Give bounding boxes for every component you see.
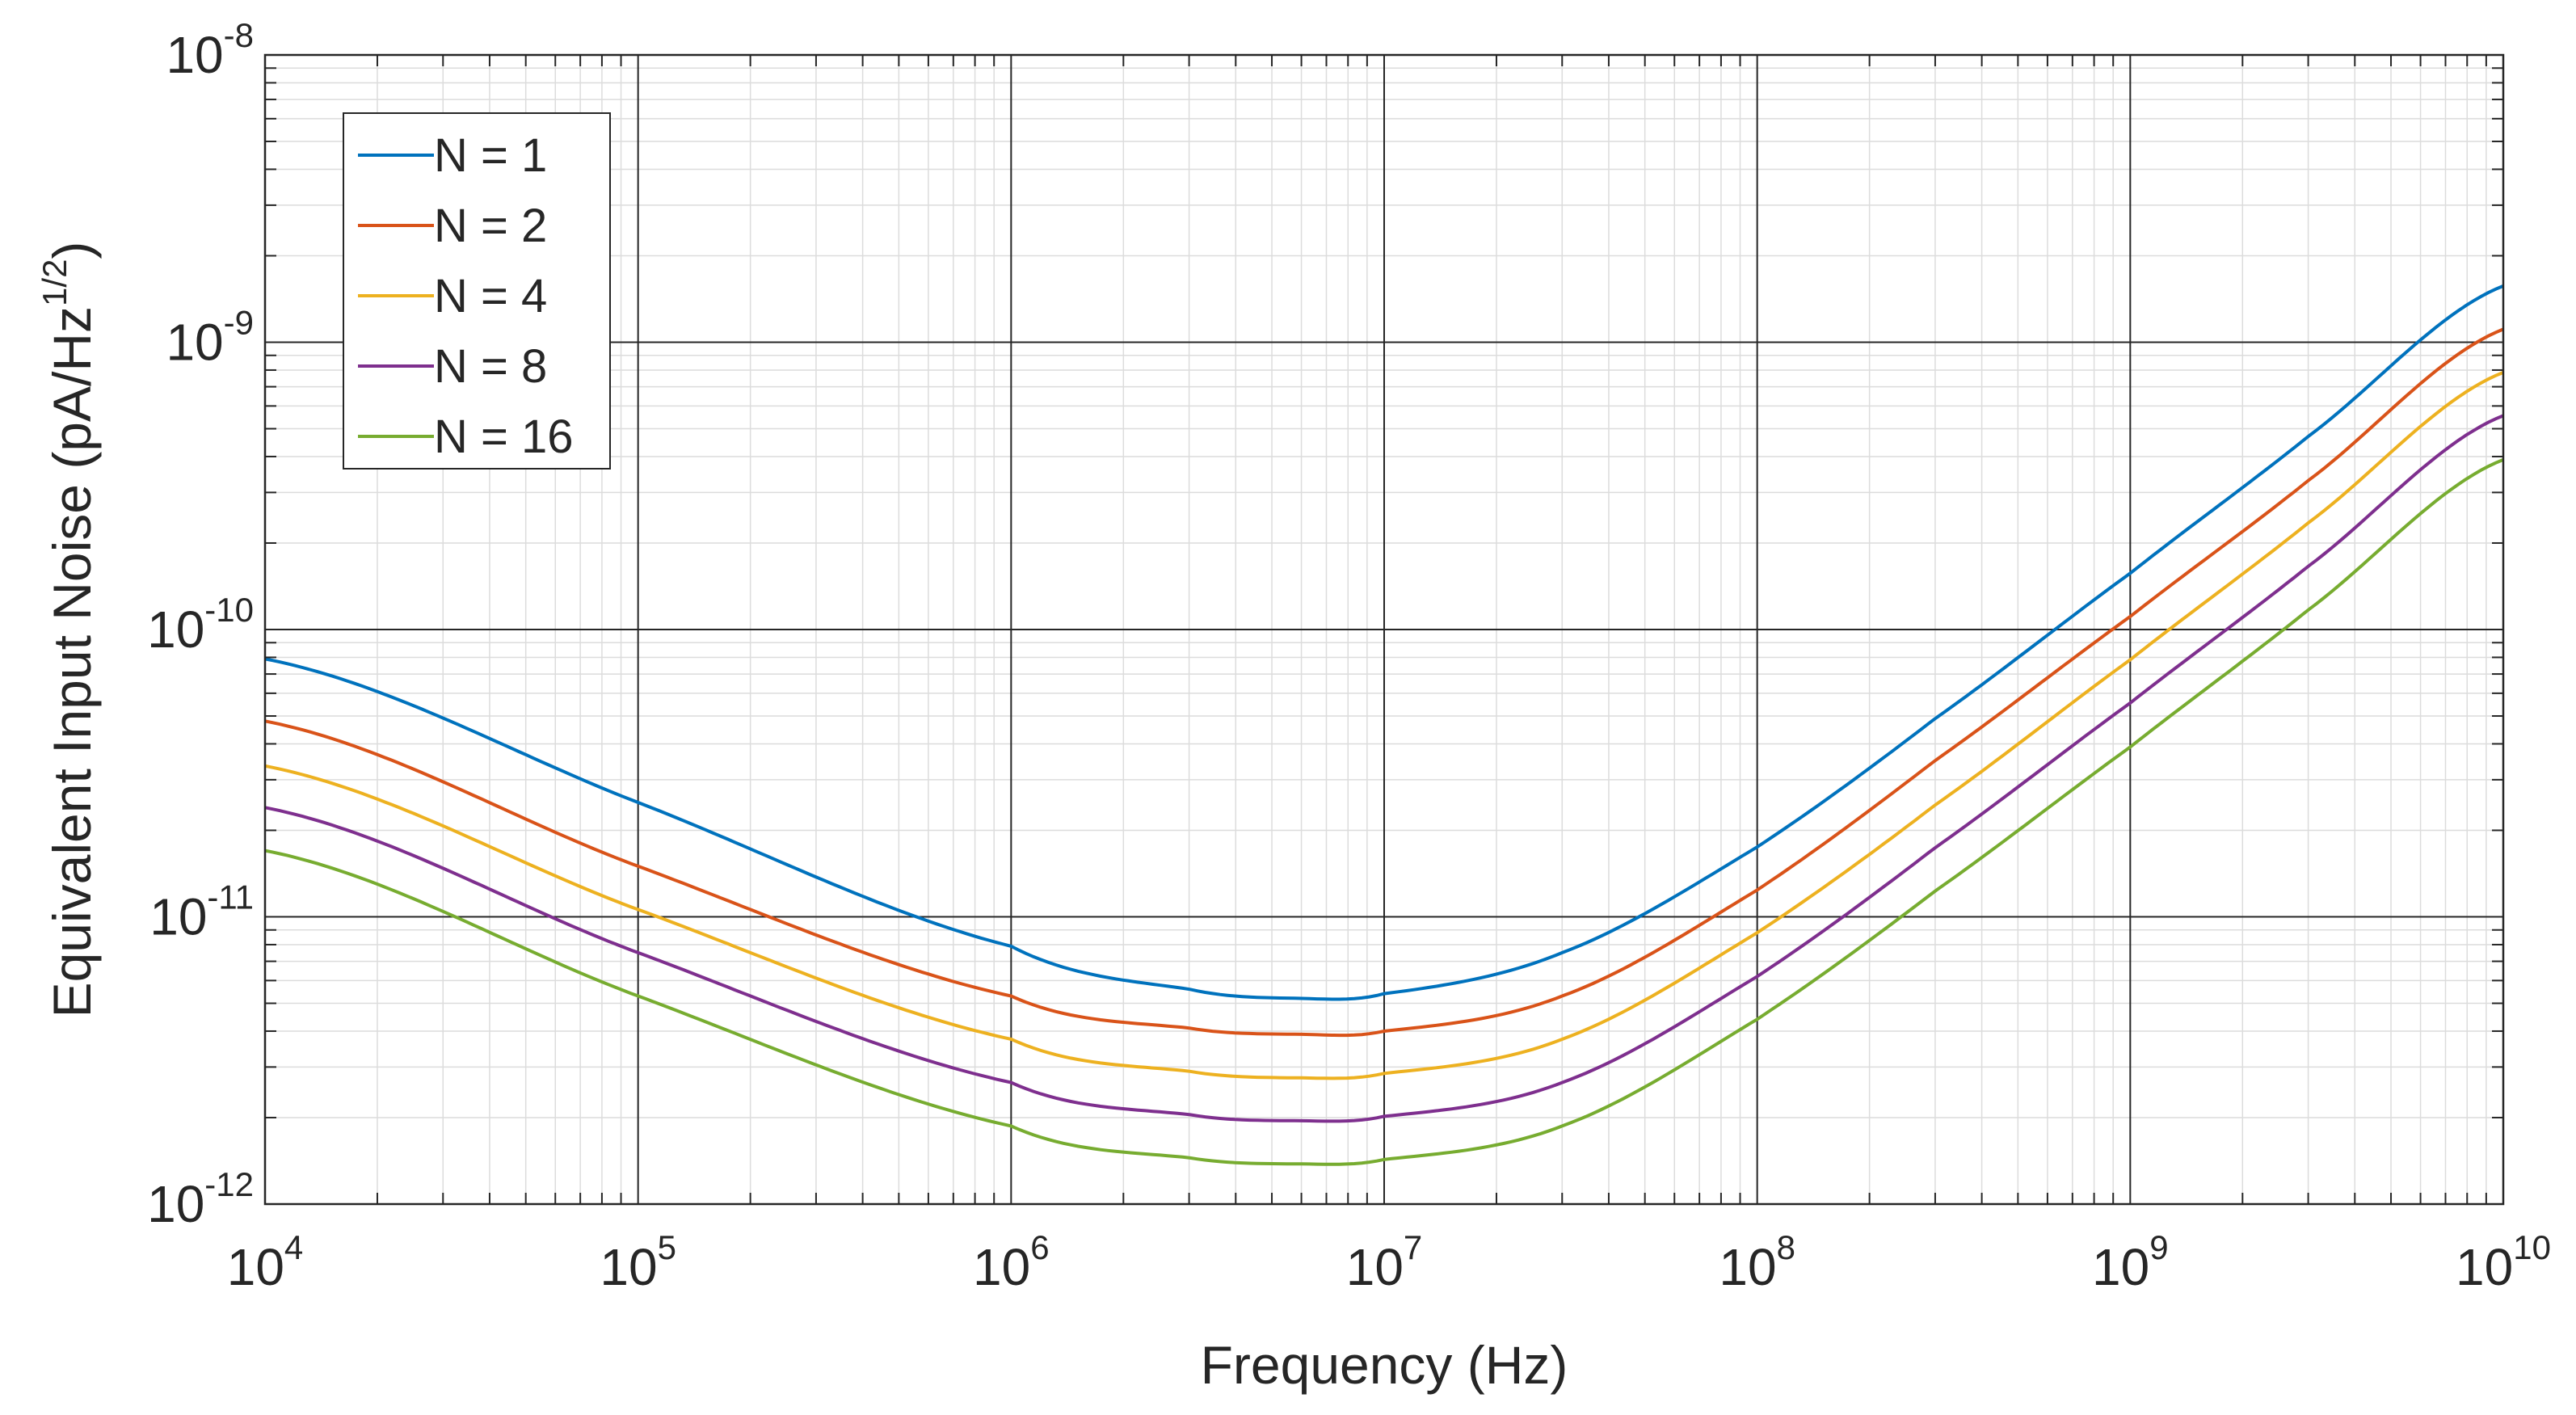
x-tick-labels: 104 105 106 107 108 109 1010 — [227, 1228, 2551, 1296]
y-axis-title-exponent: 1/2 — [36, 259, 74, 306]
y-tick-base: 10 — [166, 26, 223, 84]
legend-label: N = 8 — [434, 340, 547, 393]
y-tick-base: 10 — [166, 314, 223, 372]
axis-ticks — [265, 55, 2503, 1204]
x-tick-exponent: 10 — [2513, 1228, 2551, 1266]
x-tick-exponent: 7 — [1404, 1228, 1422, 1266]
legend-items: N = 1 N = 2 N = 4 N = 8 N = 16 — [358, 129, 574, 463]
y-axis-title-close: ) — [42, 242, 102, 259]
x-tick-exponent: 6 — [1030, 1228, 1049, 1266]
x-tick-base: 10 — [1719, 1238, 1776, 1296]
x-tick-base: 10 — [600, 1238, 657, 1296]
y-tick-label: 10-9 — [166, 304, 254, 372]
y-tick-label: 10-11 — [149, 878, 254, 946]
legend-label: N = 4 — [434, 270, 547, 322]
y-tick-base: 10 — [147, 1175, 204, 1233]
x-tick-base: 10 — [1346, 1238, 1404, 1296]
series-line-4 — [264, 414, 2504, 1123]
y-tick-base: 10 — [147, 600, 204, 659]
x-tick-label: 1010 — [2456, 1228, 2551, 1296]
legend-label: N = 16 — [434, 411, 574, 463]
y-tick-exponent: -11 — [207, 878, 254, 916]
x-tick-base: 10 — [2092, 1238, 2149, 1296]
x-tick-label: 106 — [973, 1228, 1050, 1296]
y-tick-exponent: -10 — [204, 591, 254, 629]
x-axis-title: Frequency (Hz) — [1201, 1335, 1568, 1395]
series-line-3 — [264, 371, 2504, 1080]
y-tick-label: 10-12 — [147, 1165, 254, 1233]
x-tick-exponent: 4 — [284, 1228, 303, 1266]
x-tick-base: 10 — [2456, 1238, 2513, 1296]
legend-label: N = 1 — [434, 129, 547, 182]
y-tick-exponent: -9 — [224, 304, 254, 342]
plot-area-border — [263, 53, 2505, 1206]
x-tick-exponent: 8 — [1777, 1228, 1795, 1266]
legend-box — [343, 112, 611, 470]
series-line-5 — [264, 458, 2504, 1166]
x-tick-label: 109 — [2092, 1228, 2169, 1296]
x-tick-base: 10 — [973, 1238, 1030, 1296]
y-axis-title: Equivalent Input Noise (pA/Hz1/2) — [36, 242, 102, 1018]
y-tick-base: 10 — [149, 888, 207, 946]
y-tick-exponent: -8 — [224, 16, 254, 54]
series-line-2 — [264, 327, 2504, 1038]
legend: N = 1 N = 2 N = 4 N = 8 N = 16 — [343, 112, 611, 470]
legend-label: N = 2 — [434, 200, 547, 252]
x-tick-exponent: 9 — [2149, 1228, 2168, 1266]
x-tick-label: 108 — [1719, 1228, 1795, 1296]
x-tick-label: 107 — [1346, 1228, 1423, 1296]
x-tick-exponent: 5 — [658, 1228, 676, 1266]
x-tick-label: 105 — [600, 1228, 676, 1296]
y-tick-label: 10-10 — [147, 591, 254, 659]
series-line-1 — [264, 284, 2504, 1001]
x-tick-base: 10 — [227, 1238, 284, 1296]
y-tick-label: 10-8 — [166, 16, 254, 84]
series-lines — [264, 284, 2504, 1166]
y-tick-exponent: -12 — [204, 1165, 254, 1203]
x-tick-label: 104 — [227, 1228, 304, 1296]
y-axis-title-main: Equivalent Input Noise (pA/Hz — [42, 306, 102, 1017]
